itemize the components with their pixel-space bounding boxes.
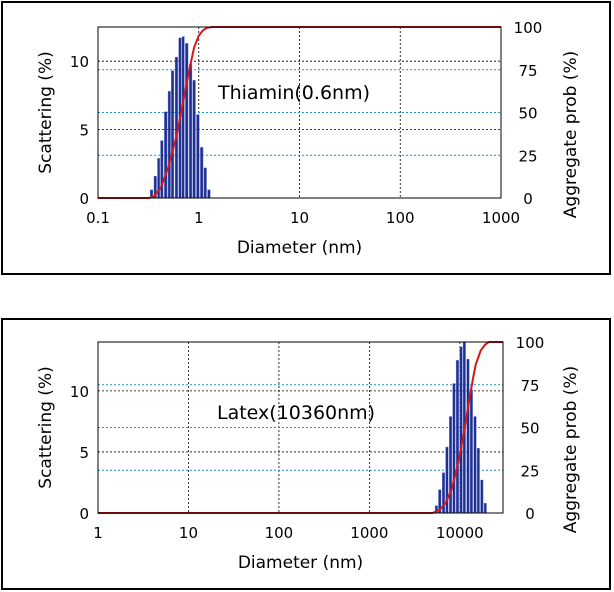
c1-bar-12 — [476, 448, 480, 514]
c1-x-tick-label-4: 10000 — [436, 524, 484, 542]
c0-bar-4 — [164, 111, 168, 199]
c0-bar-16 — [207, 189, 211, 199]
c1-x-axis-label: Diameter (nm) — [238, 553, 363, 573]
c0-x-tick-label-0: 0.1 — [86, 209, 110, 227]
c0-bar-10 — [185, 43, 189, 199]
c0-x-tick-label-4: 1000 — [482, 209, 520, 227]
c0-y2-tick-label-4: 100 — [514, 19, 543, 37]
c1-y2-tick-label-4: 100 — [516, 334, 545, 352]
c1-y2-tick-label-0: 0 — [525, 505, 535, 523]
c0-sample-annotation: Thiamin(0.6nm) — [217, 82, 370, 104]
c1-bar-6 — [455, 360, 459, 514]
c0-x-tick-label-3: 100 — [386, 209, 415, 227]
c0-x-tick-label-2: 10 — [290, 209, 309, 227]
c0-y2-tick-label-0: 0 — [523, 190, 533, 208]
c1-x-tick-label-2: 100 — [265, 524, 294, 542]
c1-aggregate-curve — [98, 341, 503, 514]
c1-y2-tick-label-1: 25 — [520, 462, 539, 480]
c0-plot-frame — [97, 26, 502, 199]
c1-bar-11 — [473, 416, 477, 514]
c0-y-tick-label-1: 5 — [79, 122, 89, 140]
c1-bar-9 — [466, 358, 470, 514]
c0-y2-tick-label-3: 75 — [518, 62, 537, 80]
c0-y2-tick-label-1: 25 — [518, 147, 537, 165]
c1-y2-tick-label-2: 50 — [520, 420, 539, 438]
c0-bar-12 — [192, 80, 196, 199]
c1-bar-5 — [452, 383, 456, 514]
c1-x-tick-label-0: 1 — [93, 524, 103, 542]
c1-bar-4 — [449, 416, 453, 514]
c0-y-tick-label-2: 10 — [70, 53, 89, 71]
c0-x-axis-label: Diameter (nm) — [237, 238, 362, 258]
c0-bar-5 — [167, 91, 171, 199]
c0-bar-6 — [171, 70, 175, 199]
c1-y2-tick-label-3: 75 — [520, 377, 539, 395]
c1-y-tick-label-0: 0 — [79, 505, 89, 523]
c1-bar-14 — [483, 503, 487, 514]
c1-y-tick-label-2: 10 — [70, 383, 89, 401]
thiamin-chart-panel: 0.1 1 10 100 1000 0 5 10 0 25 50 75 100 Diameter (nm)… — [1, 1, 611, 275]
c0-y-axis-label: Scattering (%) — [36, 51, 56, 173]
c1-y-axis-label: Scattering (%) — [36, 366, 56, 488]
c0-y2-tick-label-2: 50 — [518, 105, 537, 123]
c1-bar-7 — [459, 346, 463, 514]
c1-x-tick-label-3: 1000 — [350, 524, 388, 542]
c0-y2-axis-label: Aggregate prob (%) — [561, 51, 581, 218]
c1-bar-13 — [480, 479, 484, 514]
c0-aggregate-curve — [98, 26, 501, 199]
c0-bar-15 — [203, 167, 207, 199]
c1-y-tick-label-1: 5 — [79, 444, 89, 462]
c1-x-tick-label-1: 10 — [179, 524, 198, 542]
c0-x-tick-label-1: 1 — [194, 209, 204, 227]
c1-sample-annotation: Latex(10360nm) — [217, 402, 375, 424]
c0-bar-11 — [189, 63, 193, 199]
c1-bar-10 — [469, 389, 473, 514]
c0-bar-9 — [181, 36, 185, 199]
c1-y2-axis-label: Aggregate prob (%) — [561, 366, 581, 533]
c0-y-tick-label-0: 0 — [79, 190, 89, 208]
c0-bar-14 — [200, 147, 204, 199]
c0-bar-3 — [160, 140, 164, 199]
latex-chart-panel: 1 10 100 1000 10000 0 5 10 0 25 50 75 100 Diameter (n… — [1, 318, 611, 590]
c1-plot-frame — [97, 341, 504, 514]
c0-bar-13 — [196, 114, 200, 199]
